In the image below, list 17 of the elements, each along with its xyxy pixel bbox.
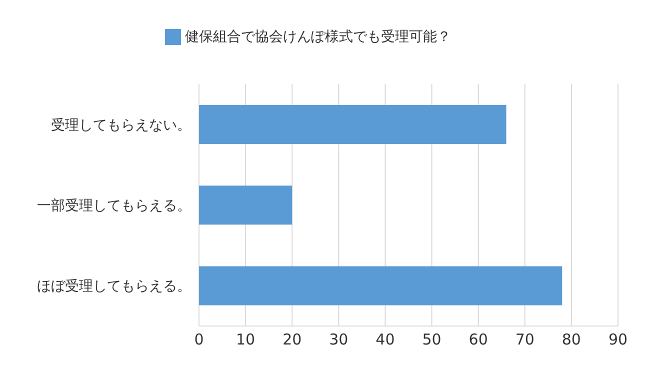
x-tick-label: 0 [194, 330, 204, 349]
x-tick-label: 40 [376, 330, 395, 349]
x-tick-label: 60 [468, 330, 488, 349]
x-tick-label: 50 [422, 330, 442, 349]
x-tick-label: 10 [236, 330, 256, 349]
bar [199, 186, 292, 225]
x-tick-label: 70 [515, 330, 534, 349]
bar [199, 266, 562, 306]
legend-label: 健保組合で協会けんぽ様式でも受理可能？ [185, 29, 451, 45]
x-tick-label: 90 [608, 330, 628, 349]
x-tick-label: 80 [562, 330, 581, 349]
x-tick-label: 20 [282, 330, 302, 349]
y-tick-label: 受理してもらえない。 [51, 117, 191, 134]
y-tick-label: ほぼ受理してもらえる。 [37, 278, 191, 295]
y-tick-label: 一部受理してもらえる。 [37, 198, 191, 214]
bar [199, 104, 506, 144]
x-tick-label: 30 [329, 330, 348, 349]
